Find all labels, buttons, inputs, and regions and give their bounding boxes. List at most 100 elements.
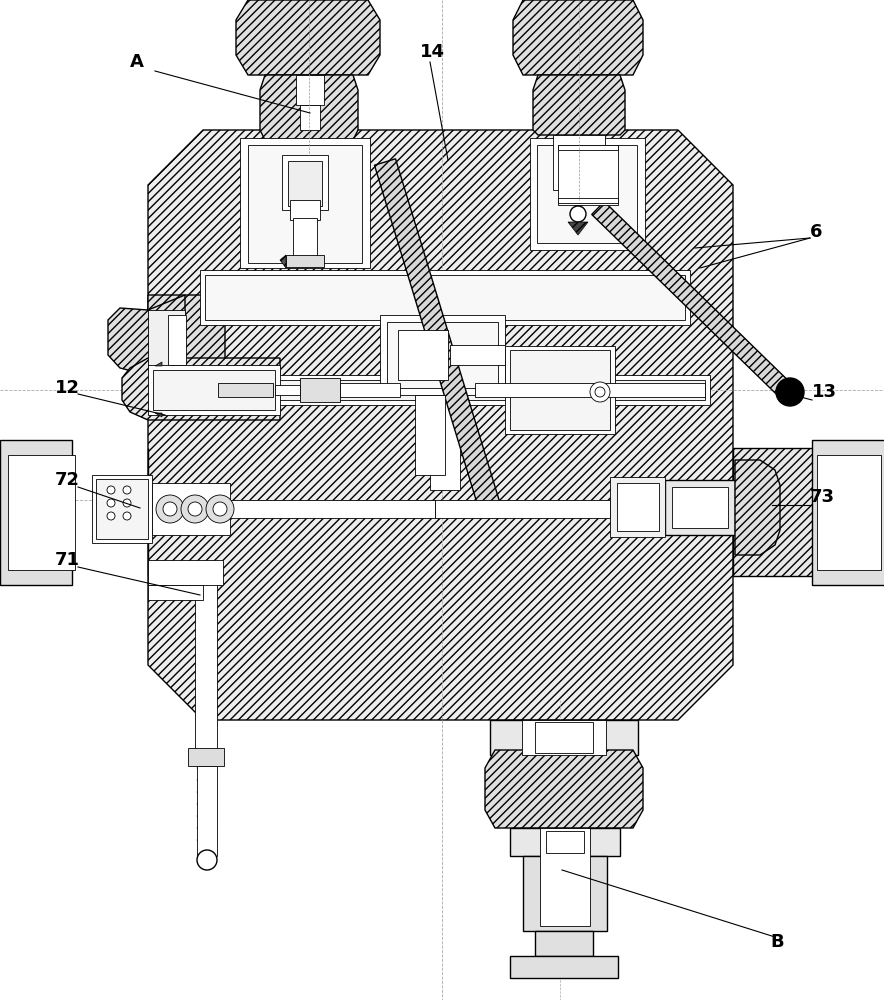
Bar	[205, 275, 685, 320]
Circle shape	[571, 190, 587, 206]
Text: 73: 73	[810, 488, 835, 506]
Polygon shape	[591, 202, 791, 396]
Polygon shape	[733, 448, 844, 576]
Circle shape	[570, 206, 586, 222]
Bar	[430, 390, 460, 490]
Text: A: A	[130, 53, 144, 71]
Bar	[558, 145, 618, 150]
Bar	[168, 315, 186, 365]
Bar	[435, 500, 610, 518]
Bar	[665, 480, 735, 535]
Bar	[672, 487, 728, 528]
Circle shape	[156, 495, 184, 523]
Bar	[8, 455, 75, 570]
Polygon shape	[260, 75, 358, 140]
Bar	[215, 380, 705, 400]
Bar	[490, 720, 638, 755]
Text: 6: 6	[810, 223, 822, 241]
Circle shape	[213, 502, 227, 516]
Bar	[812, 440, 884, 585]
Bar	[415, 395, 445, 475]
Bar	[0, 440, 72, 585]
Polygon shape	[533, 75, 625, 135]
Bar	[522, 720, 606, 755]
Polygon shape	[148, 295, 225, 370]
Bar	[558, 145, 618, 205]
Bar	[152, 483, 230, 535]
Circle shape	[181, 495, 209, 523]
Bar	[188, 748, 224, 766]
Bar	[387, 322, 498, 388]
Circle shape	[107, 512, 115, 520]
Bar	[505, 346, 615, 434]
Polygon shape	[155, 362, 162, 366]
Polygon shape	[735, 460, 780, 555]
Polygon shape	[485, 750, 643, 828]
Polygon shape	[513, 0, 643, 75]
Bar	[195, 576, 217, 751]
Polygon shape	[280, 255, 286, 268]
Bar	[558, 198, 618, 203]
Circle shape	[123, 512, 131, 520]
Bar	[380, 315, 505, 395]
Bar	[817, 455, 881, 570]
Bar	[148, 365, 280, 415]
Circle shape	[776, 378, 804, 406]
Bar	[617, 483, 659, 531]
Bar	[561, 182, 597, 194]
Bar	[553, 135, 605, 190]
Bar	[197, 766, 217, 856]
Bar	[200, 270, 690, 325]
Bar	[96, 479, 148, 539]
Bar	[290, 200, 320, 220]
Bar	[293, 218, 317, 258]
Polygon shape	[568, 222, 588, 235]
Circle shape	[197, 850, 217, 870]
Circle shape	[188, 502, 202, 516]
Bar	[510, 350, 610, 430]
Bar	[505, 720, 623, 750]
Bar	[537, 145, 637, 243]
Bar	[153, 370, 275, 410]
Bar	[398, 330, 448, 380]
Bar	[510, 956, 618, 978]
Circle shape	[123, 499, 131, 507]
Text: 14: 14	[420, 43, 445, 61]
Circle shape	[590, 382, 610, 402]
Text: 71: 71	[55, 551, 80, 569]
Bar	[300, 105, 320, 130]
Polygon shape	[155, 413, 162, 417]
Bar	[248, 145, 362, 263]
Bar	[530, 138, 645, 250]
Text: 12: 12	[55, 379, 80, 397]
Bar	[148, 585, 203, 600]
Circle shape	[107, 499, 115, 507]
Polygon shape	[148, 130, 733, 720]
Circle shape	[163, 502, 177, 516]
Circle shape	[206, 495, 234, 523]
Polygon shape	[375, 159, 500, 511]
Bar	[286, 255, 324, 267]
Bar	[475, 383, 705, 397]
Bar	[288, 161, 322, 206]
Bar	[92, 475, 152, 543]
Text: B: B	[770, 933, 783, 951]
Circle shape	[595, 387, 605, 397]
Bar	[535, 722, 593, 753]
Polygon shape	[236, 0, 380, 75]
Polygon shape	[122, 358, 280, 420]
Bar	[610, 477, 665, 537]
Bar	[296, 75, 324, 105]
Circle shape	[107, 486, 115, 494]
Bar	[540, 828, 590, 926]
Bar	[546, 831, 584, 853]
Circle shape	[123, 486, 131, 494]
Bar	[450, 345, 505, 365]
Polygon shape	[108, 295, 185, 375]
Bar	[230, 500, 435, 518]
Bar	[300, 378, 340, 402]
Bar	[148, 560, 223, 585]
Text: 13: 13	[812, 383, 837, 401]
Bar	[282, 155, 328, 210]
Bar	[340, 383, 400, 397]
